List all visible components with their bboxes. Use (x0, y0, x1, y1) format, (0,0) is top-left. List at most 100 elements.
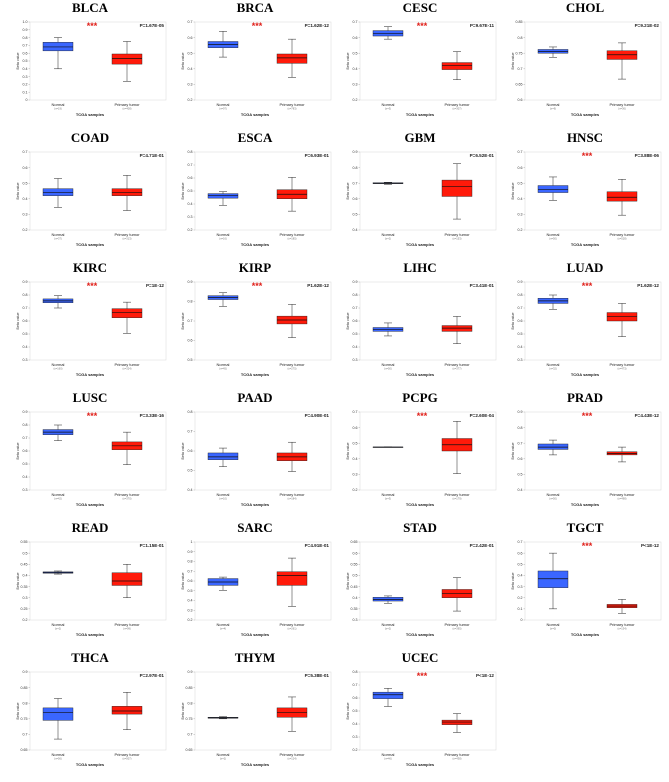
y-tick-label: 0.3 (188, 608, 193, 612)
category-label: Normal (382, 492, 395, 497)
category-label: Normal (382, 752, 395, 757)
category-label: Normal (52, 362, 65, 367)
category-label: Primary tumor (444, 622, 470, 627)
sample-count: (n=2) (385, 627, 391, 631)
y-tick-label: 1.0 (23, 20, 28, 24)
category-label: Normal (547, 362, 560, 367)
y-tick-label: 0.4 (188, 599, 193, 603)
x-axis-label: TCGA samples (571, 242, 600, 247)
y-tick-label: 1 (191, 540, 193, 544)
y-tick-label: 0 (26, 98, 28, 102)
category-label: Primary tumor (279, 232, 305, 237)
boxplot-svg: 1.0 0.9 0.8 0.7 0.6 0.5 0.4 0.3 0.2 0.1 0 Beta valu… (16, 20, 167, 117)
y-tick-label: 0.75 (21, 717, 28, 721)
p-value: P=9.21E-02 (635, 23, 660, 28)
y-tick-label: 0.7 (353, 306, 358, 310)
y-tick-label: 0.3 (353, 358, 358, 362)
x-axis-label: TCGA samples (571, 112, 600, 117)
x-axis-label: TCGA samples (76, 632, 105, 637)
iqr-box (42, 42, 74, 52)
boxplot-panel-hnsc: HNSC 0.7 0.6 0.5 0.4 0.3 0.2 Beta value *** P=3.8… (505, 130, 665, 258)
y-tick-label: 0.5 (518, 562, 523, 566)
p-value: P=1.67E-05 (140, 23, 165, 28)
y-tick-label: 0.6 (188, 339, 193, 343)
boxplot-svg: 0.7 0.6 0.5 0.4 0.3 0.2 Beta value *** P=3.88E-0… (511, 150, 662, 247)
category-label: Normal (217, 752, 230, 757)
y-axis-label: Beta value (511, 573, 515, 590)
y-tick-label: 0.7 (353, 181, 358, 185)
category-label: Primary tumor (444, 752, 470, 757)
category-label: Primary tumor (609, 362, 635, 367)
sample-count: (n=124) (287, 757, 296, 761)
sample-count: (n=99) (123, 627, 131, 631)
y-tick-label: 0.8 (188, 410, 193, 414)
box-normal (207, 31, 239, 58)
boxplot-svg: 0.8 0.7 0.6 0.5 0.4 Beta value P=4.90E-01 Norma… (181, 410, 332, 507)
y-tick-label: 0.7 (23, 436, 28, 440)
sample-count: (n=153) (452, 237, 461, 241)
y-tick-label: 0.9 (188, 670, 193, 674)
y-tick-label: 0.2 (23, 618, 28, 622)
y-axis-label: Beta value (16, 573, 20, 590)
iqr-box (42, 188, 74, 196)
category-label: Primary tumor (609, 622, 635, 627)
y-tick-label: 0.8 (23, 293, 28, 297)
y-tick-label: 0.9 (188, 280, 193, 284)
box-tumor (606, 42, 638, 80)
x-axis-label: TCGA samples (241, 372, 270, 377)
sample-count: (n=528) (617, 237, 626, 241)
y-tick-label: 0.6 (353, 197, 358, 201)
boxplot-panel-pcpg: PCPG 0.7 0.6 0.5 0.4 0.3 0.2 Beta value *** P=2.6… (340, 390, 500, 518)
sample-count: (n=370) (122, 497, 131, 501)
y-tick-label: 0.7 (353, 20, 358, 24)
y-tick-label: 0.4 (518, 488, 523, 492)
y-tick-label: 0.7 (188, 319, 193, 323)
y-tick-label: 0.55 (351, 562, 358, 566)
boxplot-panel-tgct: TGCT 0.7 0.6 0.5 0.4 0.3 0.2 0.1 0 Beta value *** P… (505, 520, 665, 648)
category-label: Primary tumor (609, 232, 635, 237)
y-axis-label: Beta value (346, 183, 350, 200)
y-axis-label: Beta value (181, 313, 185, 330)
y-axis-label: Beta value (346, 573, 350, 590)
y-tick-label: 0.4 (353, 457, 358, 461)
iqr-box (537, 185, 569, 193)
box-normal (42, 424, 74, 441)
box-tumor (276, 177, 308, 212)
y-tick-label: 0.5 (23, 59, 28, 63)
y-tick-label: 0.5 (188, 358, 193, 362)
boxplot-svg: 0.9 0.8 0.7 0.6 0.5 0.4 Beta value *** P=4.43E-1… (511, 410, 662, 507)
category-label: Normal (547, 232, 560, 237)
y-tick-label: 0.8 (353, 670, 358, 674)
x-axis-label: TCGA samples (76, 112, 105, 117)
plot-frame (194, 411, 332, 491)
y-tick-label: 0.4 (23, 345, 28, 349)
significance-stars: *** (582, 541, 593, 551)
cancer-title: SARC (237, 520, 273, 535)
y-tick-label: 0.1 (23, 90, 28, 94)
box-normal (372, 688, 404, 707)
significance-stars: *** (417, 21, 428, 31)
x-axis-label: TCGA samples (406, 112, 435, 117)
category-label: Primary tumor (114, 752, 140, 757)
y-tick-label: 0.9 (353, 280, 358, 284)
y-tick-label: 0.7 (518, 67, 523, 71)
boxplot-panel-gbm: GBM 0.9 0.8 0.7 0.6 0.5 0.4 Beta value P=6.52E-0… (340, 130, 500, 258)
y-tick-label: 0.2 (23, 83, 28, 87)
boxplot-svg: 0.9 0.8 0.7 0.6 0.5 0.4 0.3 Beta value *** P1.62E… (511, 280, 662, 377)
y-tick-label: 0.9 (23, 670, 28, 674)
y-tick-label: 0.7 (188, 20, 193, 24)
y-tick-label: 0.75 (186, 717, 193, 721)
plot-frame (359, 541, 497, 621)
plot-frame (359, 281, 497, 361)
plot-frame (524, 21, 662, 101)
category-label: Normal (217, 492, 230, 497)
boxplot-panel-paad: PAAD 0.8 0.7 0.6 0.5 0.4 Beta value P=4.90E-01 N… (175, 390, 335, 518)
x-axis-label: TCGA samples (241, 502, 270, 507)
y-tick-label: 0.25 (21, 607, 28, 611)
category-label: Primary tumor (279, 362, 305, 367)
cancer-title: LIHC (403, 260, 437, 275)
boxplot-panel-chol: CHOL 0.85 0.8 0.75 0.7 0.65 0.6 Beta value P=9.2… (505, 0, 665, 128)
boxplot-panel-read: READ 0.55 0.5 0.45 0.4 0.35 0.3 0.25 0.2 Beta val… (10, 520, 170, 648)
sample-count: (n=97) (219, 107, 227, 111)
y-tick-label: 0.7 (188, 430, 193, 434)
